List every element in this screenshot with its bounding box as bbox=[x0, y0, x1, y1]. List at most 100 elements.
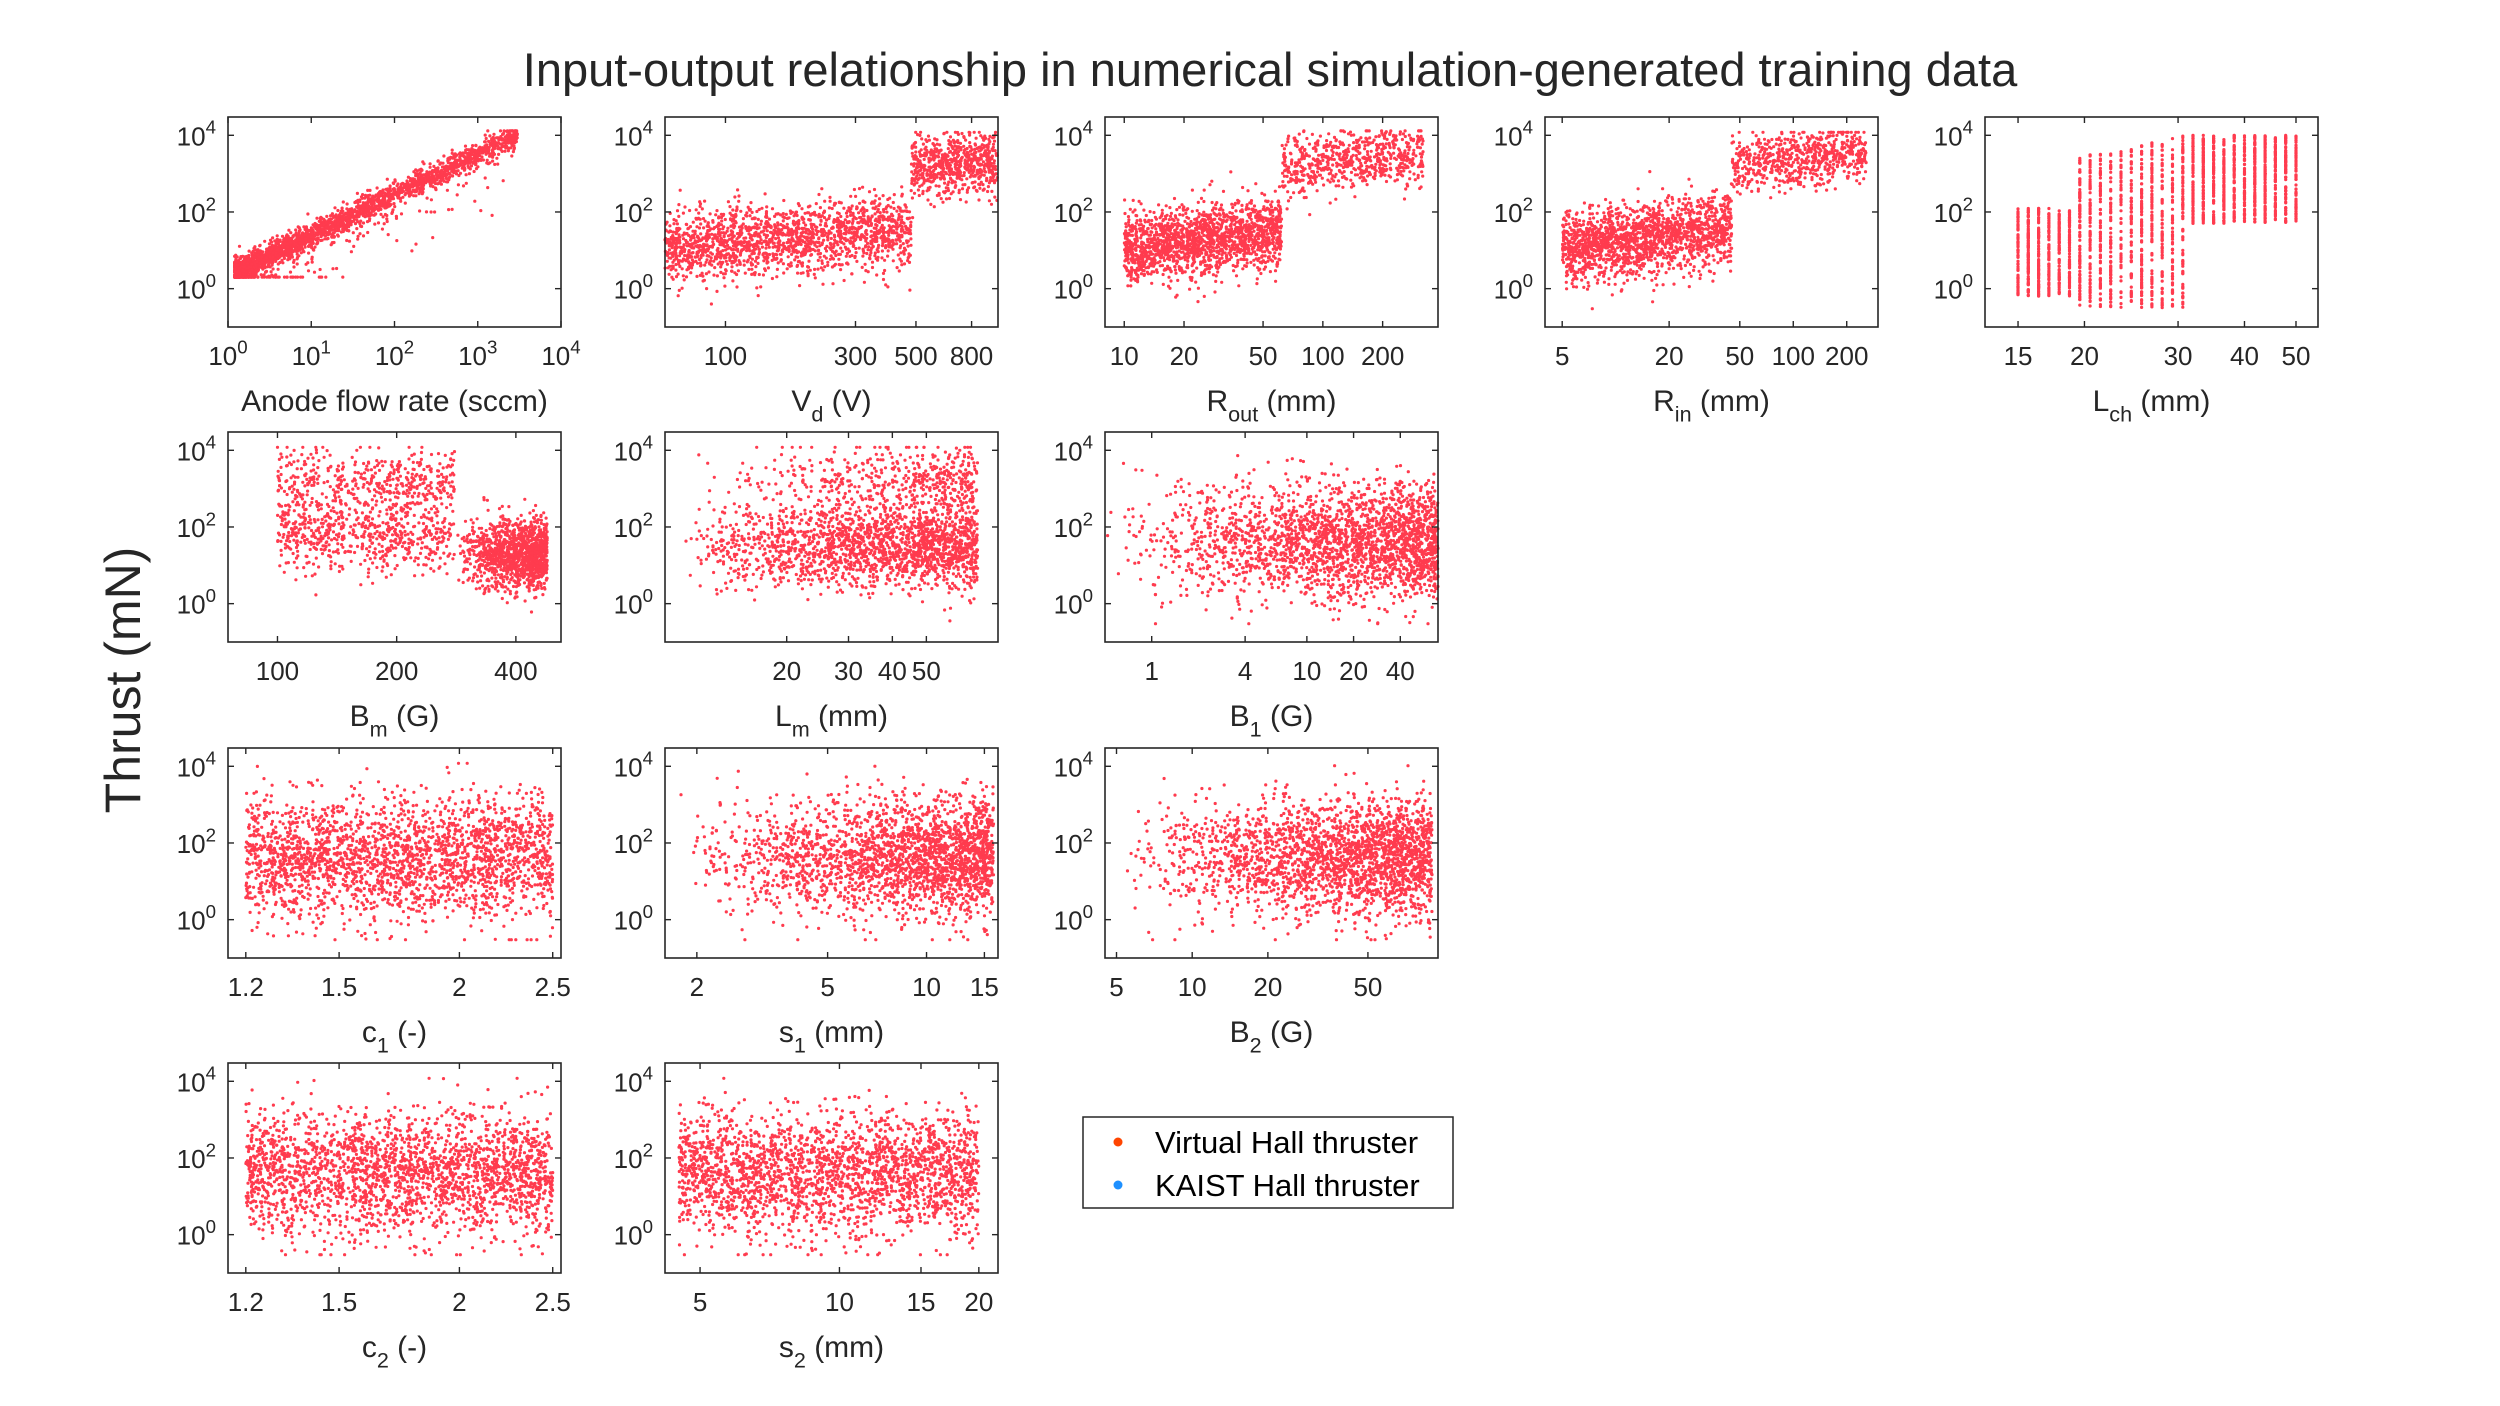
data-point bbox=[705, 287, 708, 290]
data-point bbox=[437, 159, 440, 162]
data-point bbox=[381, 228, 384, 231]
data-point bbox=[242, 275, 245, 278]
data-point bbox=[277, 268, 280, 271]
data-point bbox=[983, 154, 986, 157]
data-point bbox=[994, 131, 997, 134]
data-point bbox=[945, 186, 948, 189]
data-point bbox=[771, 259, 774, 262]
data-point bbox=[813, 273, 816, 276]
data-point bbox=[793, 258, 796, 261]
data-point bbox=[737, 194, 740, 197]
data-point bbox=[451, 152, 454, 155]
data-point bbox=[826, 264, 829, 267]
data-point bbox=[674, 263, 677, 266]
data-point bbox=[292, 250, 295, 253]
data-point bbox=[387, 233, 390, 236]
data-point bbox=[848, 220, 851, 223]
data-point bbox=[368, 189, 371, 192]
data-point bbox=[886, 285, 889, 288]
data-point bbox=[356, 238, 359, 241]
data-point bbox=[885, 211, 888, 214]
data-point bbox=[876, 256, 879, 259]
data-point bbox=[265, 248, 268, 251]
data-point bbox=[301, 276, 304, 279]
data-point bbox=[414, 194, 417, 197]
data-point bbox=[364, 211, 367, 214]
data-point bbox=[809, 248, 812, 251]
data-point bbox=[858, 216, 861, 219]
data-point bbox=[429, 162, 432, 165]
data-point bbox=[362, 221, 365, 224]
data-point bbox=[817, 214, 820, 217]
data-point bbox=[348, 240, 351, 243]
data-point bbox=[766, 261, 769, 264]
data-point bbox=[483, 149, 486, 152]
data-point bbox=[977, 177, 980, 180]
data-point bbox=[418, 177, 421, 180]
data-point bbox=[457, 163, 460, 166]
data-point bbox=[319, 268, 322, 271]
data-point bbox=[755, 226, 758, 229]
data-point bbox=[404, 193, 407, 196]
data-point bbox=[326, 233, 329, 236]
data-point bbox=[977, 198, 980, 201]
data-point bbox=[787, 227, 790, 230]
data-point bbox=[335, 267, 338, 270]
data-point bbox=[340, 230, 343, 233]
data-point bbox=[993, 159, 996, 162]
data-point bbox=[724, 218, 727, 221]
data-point bbox=[675, 219, 678, 222]
data-point bbox=[447, 208, 450, 211]
data-point bbox=[737, 200, 740, 203]
data-point bbox=[731, 208, 734, 211]
data-point bbox=[908, 289, 911, 292]
data-point bbox=[762, 226, 765, 229]
data-point bbox=[988, 199, 991, 202]
data-point bbox=[899, 246, 902, 249]
data-point bbox=[867, 245, 870, 248]
data-point bbox=[413, 178, 416, 181]
data-point bbox=[699, 222, 702, 225]
data-point bbox=[985, 177, 988, 180]
data-point bbox=[715, 290, 718, 293]
data-point bbox=[312, 249, 315, 252]
data-point bbox=[823, 216, 826, 219]
data-point bbox=[760, 220, 763, 223]
data-point bbox=[484, 140, 487, 143]
data-point bbox=[896, 266, 899, 269]
data-point bbox=[299, 228, 302, 231]
data-point bbox=[682, 274, 685, 277]
data-point bbox=[790, 232, 793, 235]
data-point bbox=[722, 214, 725, 217]
data-point bbox=[491, 214, 494, 217]
data-point bbox=[845, 255, 848, 258]
data-point bbox=[969, 145, 972, 148]
data-point bbox=[844, 246, 847, 249]
data-point bbox=[283, 276, 286, 279]
data-point bbox=[358, 232, 361, 235]
data-point bbox=[813, 268, 816, 271]
data-point bbox=[353, 209, 356, 212]
data-point bbox=[290, 237, 293, 240]
data-point bbox=[826, 261, 829, 264]
data-point bbox=[963, 171, 966, 174]
data-point bbox=[833, 264, 836, 267]
data-point bbox=[502, 141, 505, 144]
data-point bbox=[325, 215, 328, 218]
data-point bbox=[289, 271, 292, 274]
data-point bbox=[788, 216, 791, 219]
data-point bbox=[721, 227, 724, 230]
data-point bbox=[318, 220, 321, 223]
data-point bbox=[473, 170, 476, 173]
data-point bbox=[775, 275, 778, 278]
data-point bbox=[845, 239, 848, 242]
data-point bbox=[674, 269, 677, 272]
data-point bbox=[911, 196, 914, 199]
data-point bbox=[294, 276, 297, 279]
data-point bbox=[455, 172, 458, 175]
data-point bbox=[982, 160, 985, 163]
data-point bbox=[701, 207, 704, 210]
data-point bbox=[968, 141, 971, 144]
data-point bbox=[919, 131, 922, 134]
data-point bbox=[713, 266, 716, 269]
